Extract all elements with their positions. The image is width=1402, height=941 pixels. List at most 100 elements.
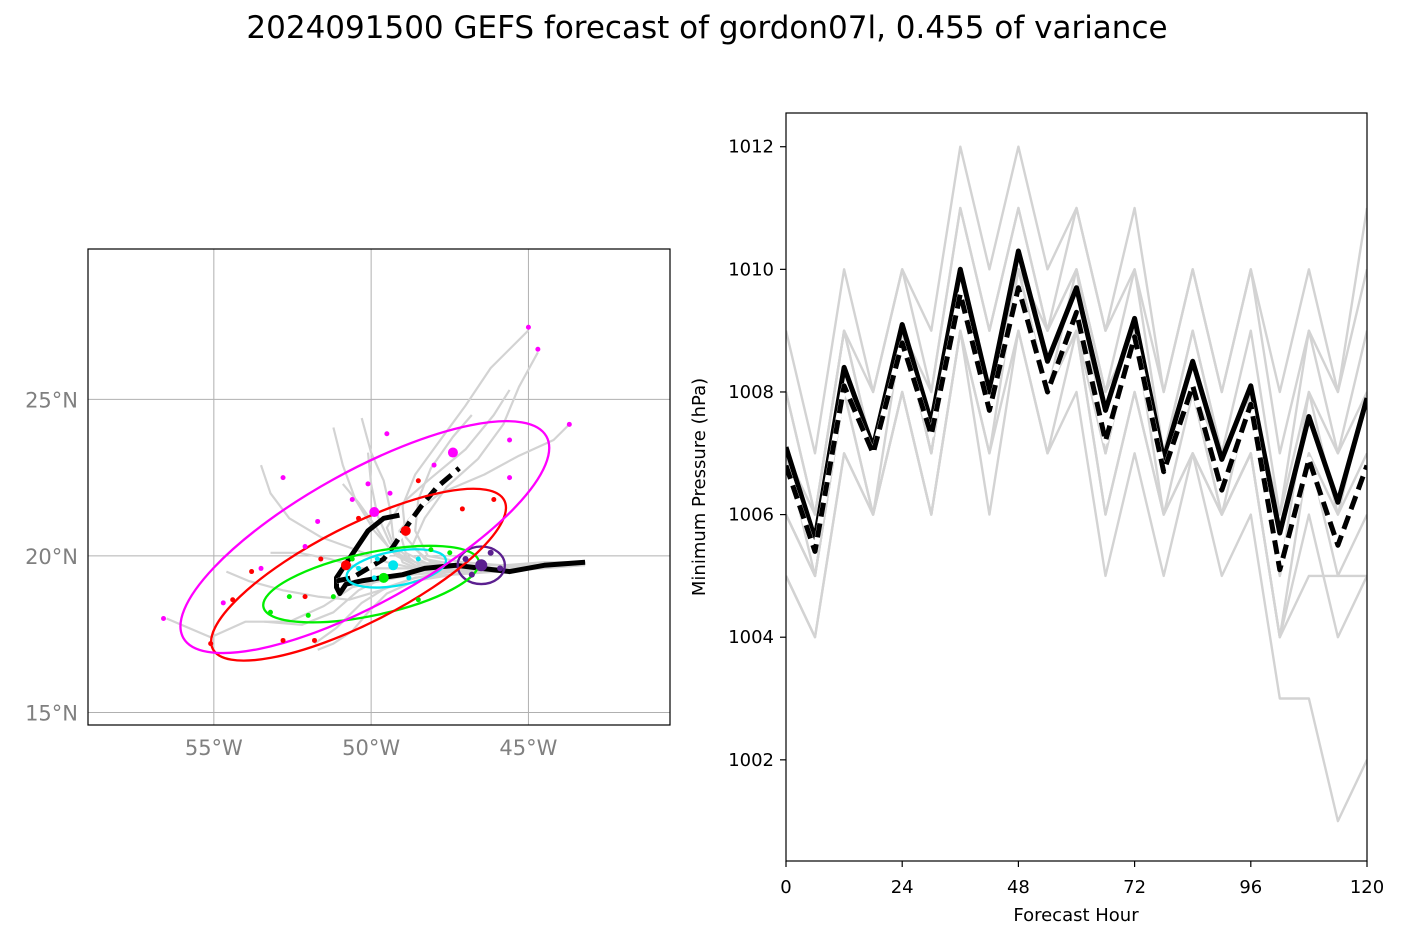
- x-tick-label: 48: [1007, 877, 1030, 898]
- pressure-ticks: 0 24 48 72 96 120 1002 1004 1006 1008 1010 1012: [728, 137, 1384, 898]
- position-marker: [400, 525, 411, 536]
- member-pressure-line: [786, 206, 1367, 516]
- position-marker: [462, 556, 469, 563]
- position-marker: [161, 616, 167, 622]
- ensemble-track: [398, 423, 586, 567]
- position-marker: [406, 575, 412, 581]
- member-pressure-line: [786, 329, 1367, 823]
- y-tick-label: 1006: [728, 505, 774, 526]
- position-marker: [267, 609, 273, 615]
- position-marker: [318, 556, 324, 562]
- position-marker: [305, 612, 311, 618]
- position-marker: [388, 560, 399, 571]
- spread-ellipse: [209, 487, 508, 662]
- lon-tick-label: 50°W: [342, 736, 400, 760]
- position-marker: [459, 506, 465, 512]
- position-marker: [497, 565, 504, 572]
- lon-tick-label: 45°W: [499, 736, 557, 760]
- position-marker: [315, 518, 321, 524]
- figure-title: 2024091500 GEFS forecast of gordon07l, 0…: [246, 10, 1168, 46]
- pressure-lines: [786, 145, 1367, 823]
- cluster-track-line: [336, 466, 461, 584]
- position-marker: [468, 571, 475, 578]
- y-tick-label: 1004: [728, 627, 774, 648]
- ensemble-track: [270, 551, 586, 570]
- spread-ellipse: [179, 420, 551, 655]
- member-pressure-line: [786, 206, 1367, 516]
- position-marker: [535, 346, 541, 352]
- ensemble-track: [401, 329, 586, 567]
- position-marker: [415, 597, 421, 603]
- position-marker: [286, 594, 292, 600]
- track-map-panel: 55°W 50°W 45°W 15°N 20°N 25°N: [25, 248, 671, 760]
- lat-tick-label: 20°N: [25, 545, 78, 569]
- map-frame: [87, 248, 671, 726]
- position-marker: [525, 324, 531, 330]
- position-marker: [230, 597, 236, 603]
- position-marker: [384, 431, 390, 437]
- map-tick-labels: 55°W 50°W 45°W 15°N 20°N 25°N: [25, 388, 558, 760]
- position-marker: [349, 497, 355, 503]
- x-tick-label: 72: [1123, 877, 1146, 898]
- x-tick-label: 120: [1350, 877, 1384, 898]
- spread-ellipses: [179, 420, 551, 662]
- position-marker: [415, 556, 421, 562]
- lat-tick-label: 15°N: [25, 701, 78, 725]
- position-marker: [447, 550, 453, 556]
- position-marker: [447, 447, 458, 458]
- pressure-panel: 0 24 48 72 96 120 1002 1004 1006 1008 1010 1012 For…: [689, 112, 1384, 926]
- cluster-pressure-line: [786, 285, 1367, 573]
- x-tick-label: 96: [1239, 877, 1262, 898]
- x-axis-label: Forecast Hour: [1013, 905, 1139, 926]
- lon-tick-label: 55°W: [185, 736, 243, 760]
- position-marker: [566, 421, 572, 427]
- position-marker: [369, 507, 380, 518]
- position-marker: [387, 490, 393, 496]
- position-marker: [280, 475, 286, 481]
- position-marker: [415, 478, 421, 484]
- position-marker: [280, 637, 286, 643]
- position-marker: [374, 556, 380, 562]
- member-pressure-line: [786, 145, 1367, 455]
- position-marker: [507, 475, 513, 481]
- position-marker: [365, 481, 371, 487]
- position-marker: [302, 544, 308, 549]
- position-marker: [487, 549, 494, 556]
- y-axis-label: Minimum Pressure (hPa): [689, 378, 710, 596]
- spread-ellipse: [345, 548, 448, 589]
- ensemble-track: [414, 414, 586, 567]
- spread-ellipse: [456, 545, 506, 586]
- ensemble-track: [259, 464, 582, 570]
- position-marker: [249, 569, 255, 575]
- ensemble-tracks: [166, 329, 586, 651]
- y-tick-label: 1002: [728, 750, 774, 771]
- x-tick-label: 0: [780, 877, 791, 898]
- pressure-frame: [785, 112, 1368, 862]
- position-marker: [208, 641, 214, 647]
- position-marker: [428, 547, 434, 553]
- x-tick-label: 24: [891, 877, 914, 898]
- position-marker: [220, 600, 226, 606]
- position-marker: [371, 575, 377, 581]
- position-marker: [431, 462, 437, 468]
- position-marker: [491, 497, 497, 503]
- y-tick-label: 1010: [728, 259, 774, 280]
- y-tick-label: 1012: [728, 137, 774, 158]
- map-gridlines: [88, 249, 670, 725]
- position-marker: [378, 572, 389, 583]
- position-marker: [475, 559, 488, 572]
- y-tick-label: 1008: [728, 382, 774, 403]
- position-marker: [340, 560, 351, 571]
- position-marker: [302, 594, 308, 600]
- position-markers: [161, 324, 572, 647]
- position-marker: [507, 437, 513, 443]
- ensemble-track: [385, 389, 586, 567]
- position-marker: [356, 565, 362, 571]
- position-marker: [312, 637, 318, 643]
- lat-tick-label: 25°N: [25, 388, 78, 412]
- position-marker: [330, 594, 336, 600]
- position-marker: [356, 515, 362, 521]
- member-pressure-line: [786, 329, 1367, 639]
- position-marker: [258, 565, 264, 571]
